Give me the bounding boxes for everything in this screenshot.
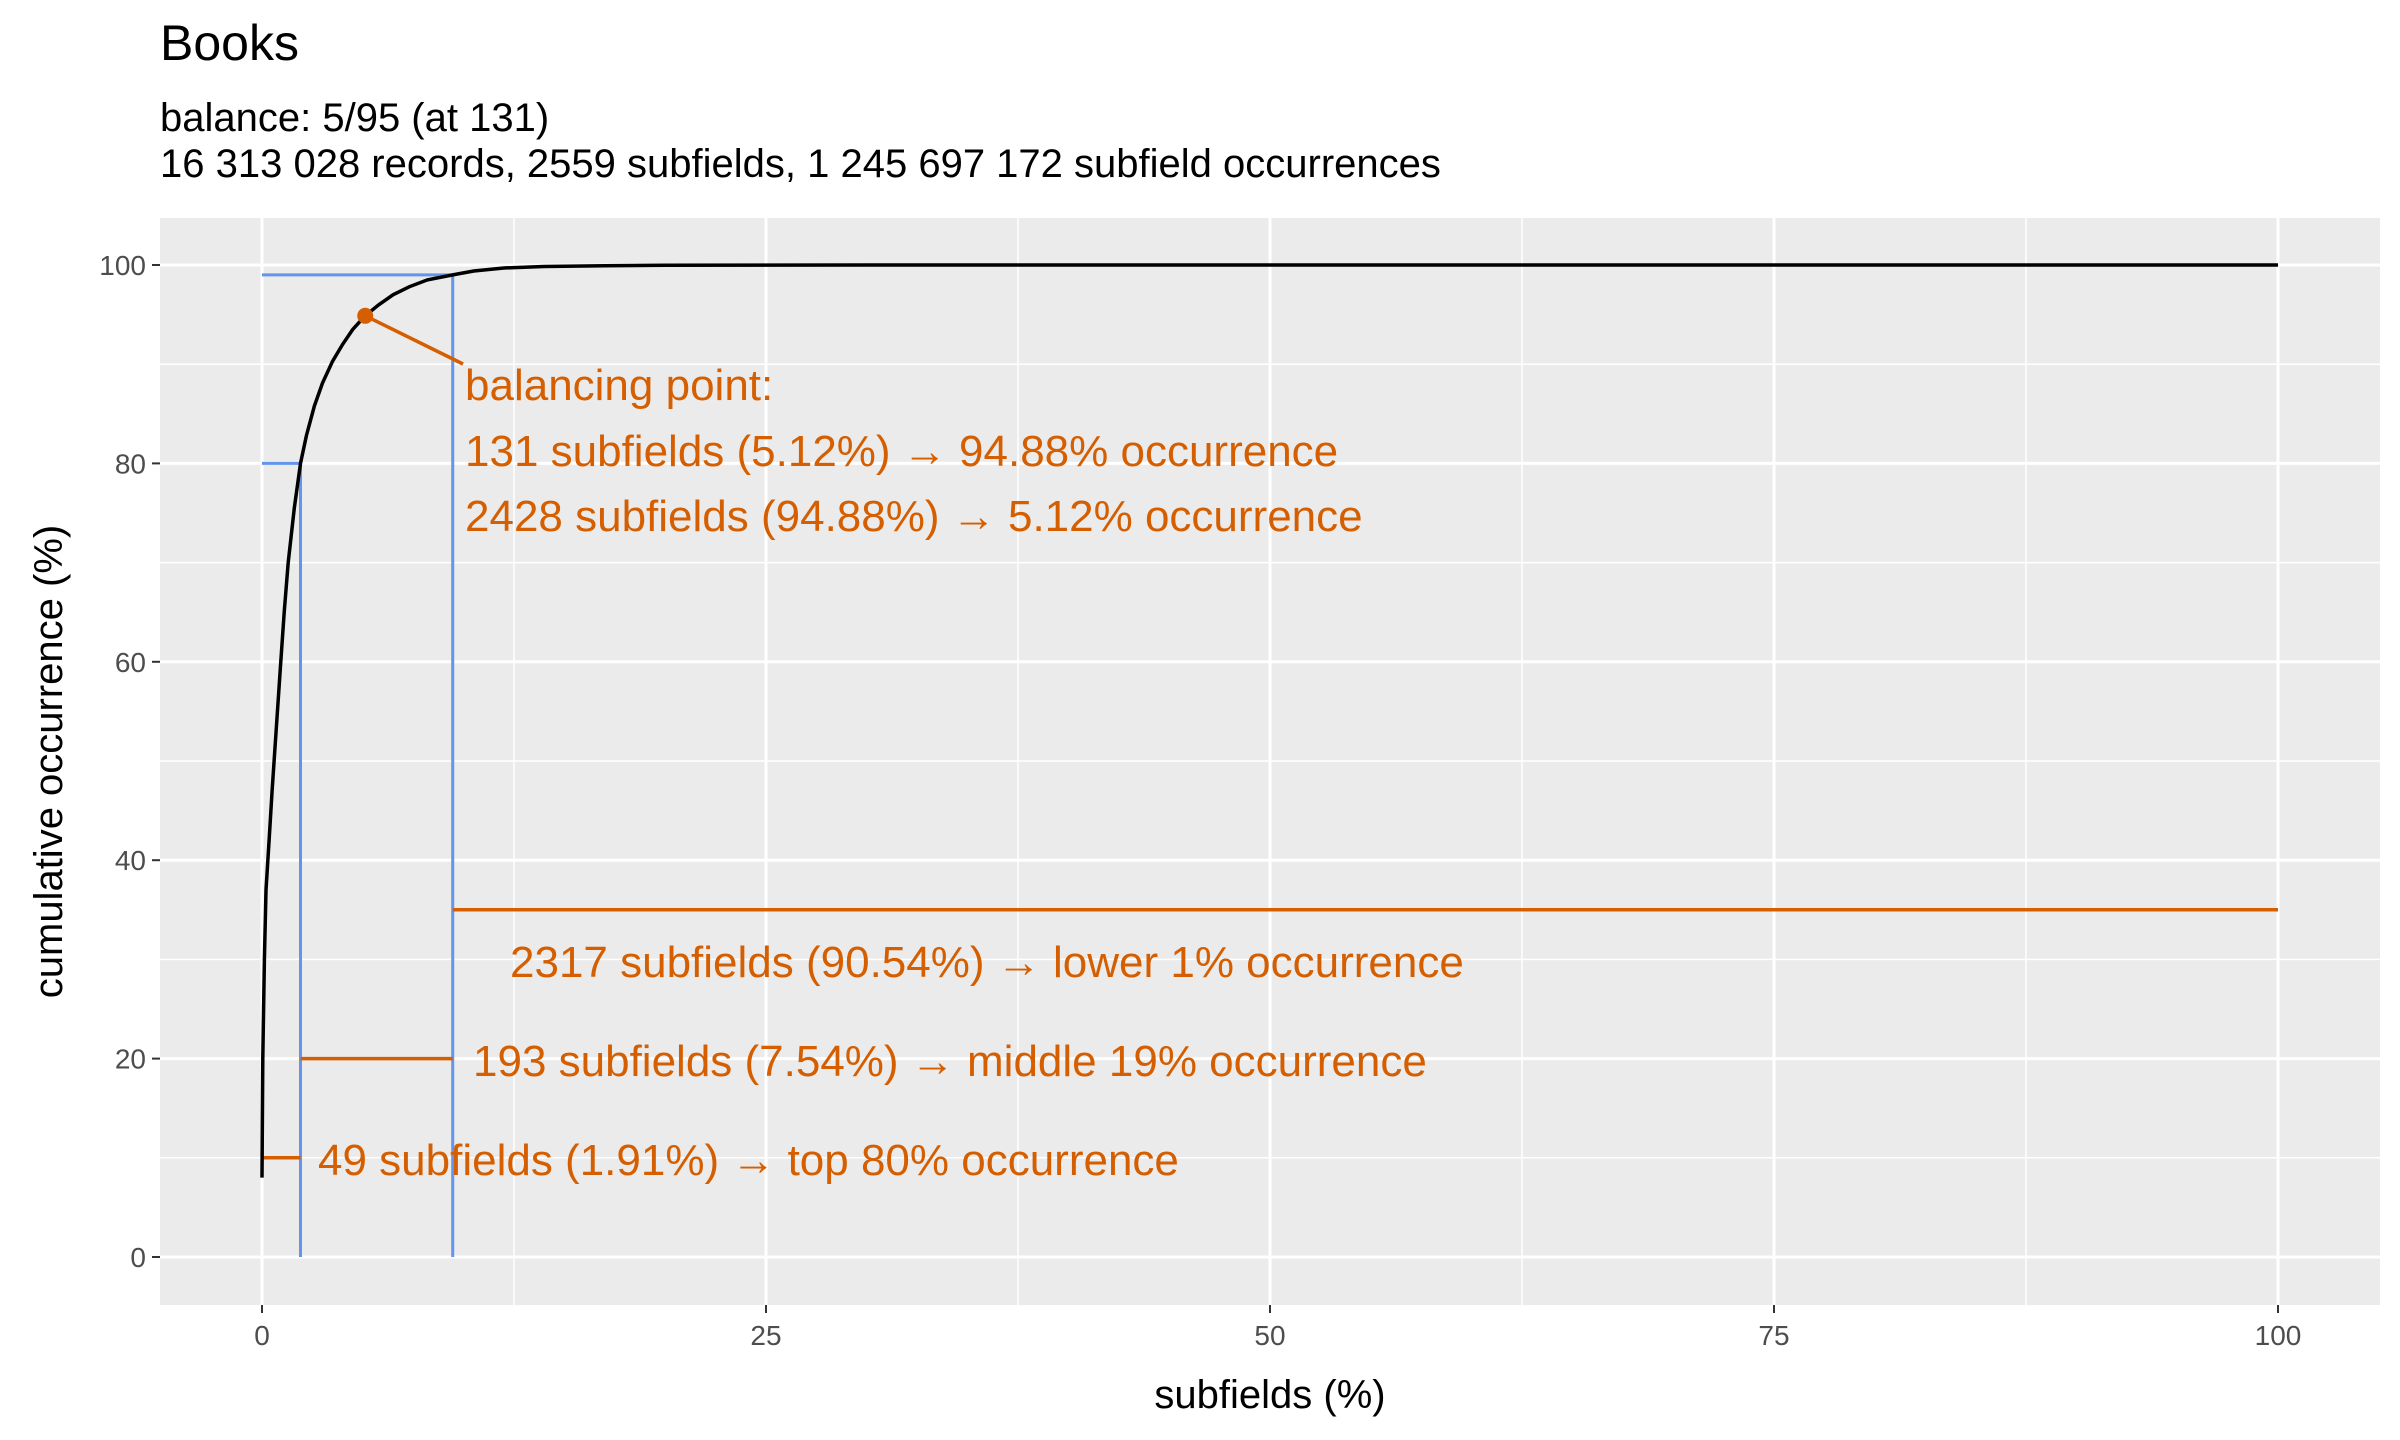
balancing-point-marker <box>357 307 374 324</box>
y-tick-label: 100 <box>99 250 146 281</box>
annotation-balancing-top: 131 subfields (5.12%) → 94.88% occurrenc… <box>465 427 1338 476</box>
cumulative-curve <box>260 263 2278 1178</box>
x-tick-label: 50 <box>1254 1320 1285 1351</box>
x-tick-label: 75 <box>1758 1320 1789 1351</box>
x-axis-ticks: 0 25 50 75 100 <box>254 1305 2301 1351</box>
y-tick-label: 20 <box>115 1044 146 1075</box>
chart-subtitle-balance: balance: 5/95 (at 131) <box>160 96 550 140</box>
x-tick-label: 25 <box>750 1320 781 1351</box>
y-tick-label: 60 <box>115 647 146 678</box>
x-axis-title: subfields (%) <box>1154 1373 1385 1417</box>
y-axis-ticks: 0 20 40 60 80 100 <box>99 250 160 1273</box>
annotation-middle: 193 subfields (7.54%) → middle 19% occur… <box>473 1037 1427 1086</box>
x-tick-label: 100 <box>2255 1320 2302 1351</box>
balancing-point-leader <box>364 314 464 366</box>
chart-title: Books <box>160 15 299 71</box>
y-tick-label: 0 <box>130 1242 146 1273</box>
annotation-lower: 2317 subfields (90.54%) → lower 1% occur… <box>510 938 1464 987</box>
annotation-balancing-bottom: 2428 subfields (94.88%) → 5.12% occurren… <box>465 492 1363 541</box>
y-axis-title: cumulative occurrence (%) <box>27 525 71 999</box>
annotation-balancing-header: balancing point: <box>465 361 773 410</box>
annotation-top: 49 subfields (1.91%) → top 80% occurrenc… <box>318 1136 1179 1185</box>
segment-lines <box>262 908 2278 1160</box>
chart-subtitle-stats: 16 313 028 records, 2559 subfields, 1 24… <box>160 142 1441 186</box>
y-tick-label: 80 <box>115 448 146 479</box>
x-tick-label: 0 <box>254 1320 270 1351</box>
y-tick-label: 40 <box>115 845 146 876</box>
guide-lines <box>262 273 455 1257</box>
